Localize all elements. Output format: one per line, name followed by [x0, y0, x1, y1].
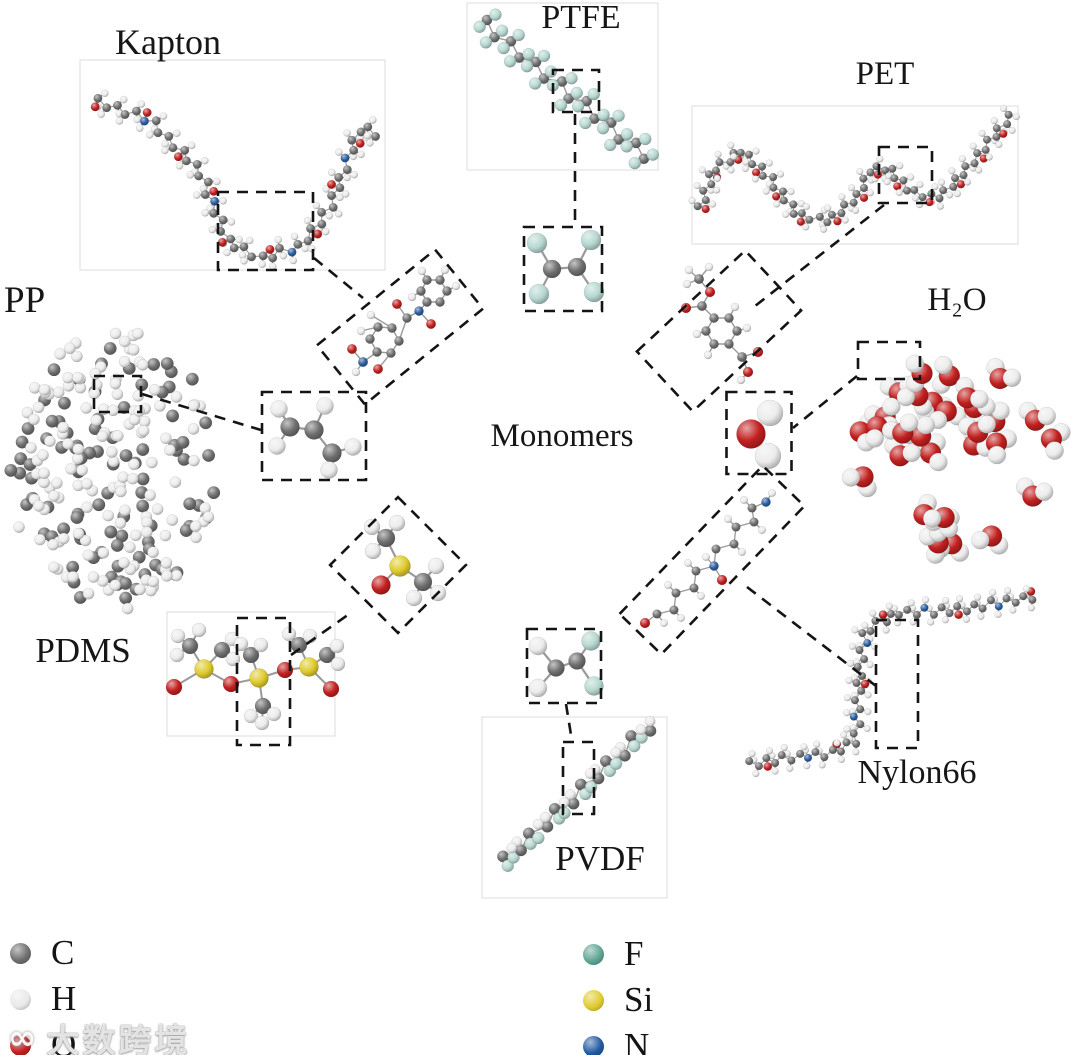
- watermark: ∞ 大数跨境: [8, 1014, 190, 1055]
- legend-row-o: O: [10, 1022, 76, 1055]
- pdms-monomer: [363, 514, 447, 607]
- label-monomers: Monomers: [490, 418, 634, 454]
- pvdf-chain: [497, 715, 657, 873]
- pet-monomer: [680, 262, 764, 385]
- nylon-monomer: [639, 488, 777, 629]
- pp-monomer: [268, 397, 362, 479]
- h2o-monomer: [736, 399, 784, 470]
- legend-label-n: N: [624, 1026, 650, 1055]
- connector-pp-link: [141, 392, 262, 432]
- legend-sphere-h-icon: [10, 988, 31, 1010]
- dashed-pdms-monomer-box: [328, 495, 468, 635]
- legend-row-f: F: [583, 931, 653, 977]
- legend-row-h: H: [10, 976, 76, 1022]
- dashed-ptfe-unit-box: [551, 68, 601, 114]
- label-kapton: Kapton: [115, 22, 221, 62]
- connector-pdms-link: [290, 610, 353, 657]
- kapton-monomer: [346, 265, 461, 377]
- dashed-h2o-unit-box: [856, 340, 922, 381]
- legend-sphere-si-icon: [583, 989, 604, 1011]
- watermark-text: 大数跨境: [46, 1021, 191, 1055]
- connector-pet-link: [749, 203, 885, 312]
- connector-h2o-link: [792, 374, 858, 430]
- watermark-infinity-icon: ∞: [8, 1018, 37, 1055]
- dashed-pp-unit-box: [92, 374, 143, 414]
- label-nylon66: Nylon66: [857, 754, 977, 791]
- dashed-pdms-unit-box: [235, 616, 292, 747]
- dashed-nylon-unit-box: [874, 618, 920, 750]
- dashed-pvdf-unit-box: [561, 740, 596, 816]
- dashed-h2o-monomer-box: [725, 390, 793, 476]
- panel-frame-ptfe: [466, 2, 659, 171]
- legend-row-si: Si: [583, 977, 653, 1023]
- label-pvdf: PVDF: [555, 839, 645, 878]
- connector-kapton-link: [313, 256, 364, 300]
- legend-right-column: F Si N: [583, 931, 653, 1055]
- connector-nylon-link: [746, 585, 877, 688]
- panel-frame-pet: [691, 105, 1019, 245]
- dashed-kapton-monomer-box: [315, 247, 485, 407]
- kapton-chain: [90, 89, 381, 271]
- dashed-pet-unit-box: [877, 145, 934, 205]
- label-pdms: PDMS: [35, 631, 131, 670]
- legend-sphere-c-icon: [10, 942, 31, 964]
- panel-frame-pdms: [166, 611, 336, 737]
- legend-sphere-o-icon: [10, 1034, 31, 1055]
- dashed-pet-monomer-box: [635, 248, 803, 414]
- legend-label-h: H: [51, 979, 77, 1018]
- nylon-chain: [745, 585, 1037, 778]
- pp-blob: [4, 327, 221, 615]
- ptfe-chain: [473, 8, 660, 170]
- dashed-nylon-monomer-box: [617, 463, 807, 657]
- legend-label-si: Si: [624, 980, 654, 1019]
- legend-sphere-f-icon: [583, 943, 604, 965]
- h2o-cluster: [841, 354, 1071, 564]
- dashed-ptfe-monomer-box: [522, 225, 604, 313]
- label-ptfe: PTFE: [541, 0, 621, 36]
- label-pet: PET: [855, 56, 915, 92]
- label-h2o: H₂O: [927, 282, 987, 318]
- panel-frame-pvdf: [481, 716, 668, 899]
- ptfe-monomer: [526, 229, 605, 305]
- legend-row-n: N: [583, 1023, 653, 1055]
- legend-label-f: F: [624, 934, 644, 973]
- legend-label-c: C: [51, 933, 75, 972]
- pet-chain: [688, 104, 1021, 233]
- legend-row-c: C: [10, 930, 76, 976]
- label-pp: PP: [4, 280, 46, 321]
- connector-pvdf-link: [564, 703, 574, 742]
- legend-sphere-n-icon: [583, 1035, 604, 1055]
- pvdf-monomer: [528, 631, 604, 698]
- legend-label-o: O: [51, 1025, 77, 1055]
- pdms-molecule: [165, 622, 346, 731]
- dashed-kapton-unit-box: [216, 190, 315, 272]
